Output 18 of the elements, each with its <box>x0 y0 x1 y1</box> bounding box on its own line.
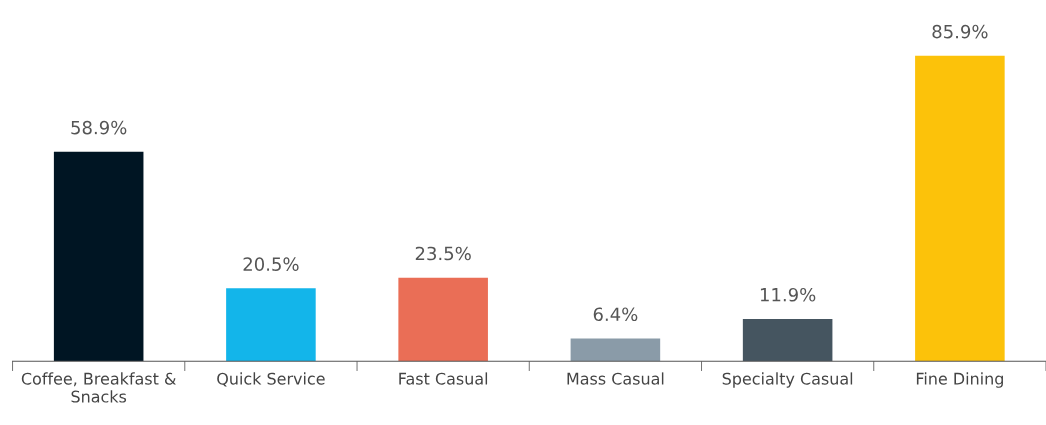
x-tick-label: Coffee, Breakfast & Snacks <box>21 372 176 403</box>
x-tick-label: Mass Casual <box>567 372 664 385</box>
bar <box>226 288 316 362</box>
data-label: 58.9% <box>71 120 127 135</box>
bar <box>915 55 1005 362</box>
bar <box>53 151 144 362</box>
bar <box>398 277 488 362</box>
x-tick-label: Quick Service <box>217 372 325 387</box>
bar <box>570 338 661 362</box>
x-tick-label: Fine Dining <box>916 372 1003 388</box>
bar <box>742 318 833 362</box>
data-label: 23.5% <box>415 246 471 261</box>
data-label: 6.4% <box>593 307 638 322</box>
x-tick-label: Specialty Casual <box>722 372 853 388</box>
x-tick-label: Fast Casual <box>399 372 488 385</box>
data-label: 85.9% <box>932 24 988 39</box>
data-label: 11.9% <box>760 287 816 302</box>
data-label: 20.5% <box>243 257 299 271</box>
